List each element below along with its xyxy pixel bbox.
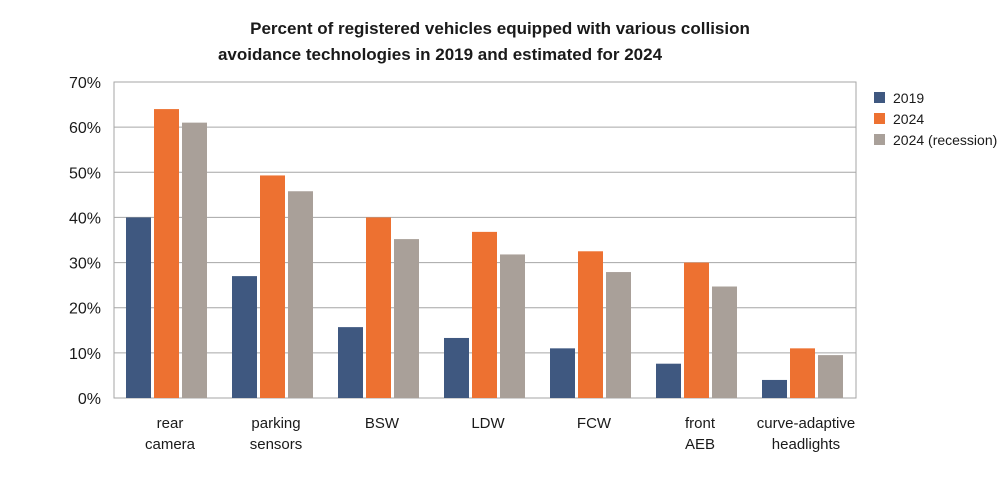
x-tick-label: headlights (772, 436, 840, 453)
legend-swatch (874, 134, 885, 145)
y-tick-label: 10% (69, 346, 101, 363)
bar (500, 254, 525, 398)
x-tick-label: curve-adaptive (757, 415, 855, 432)
y-tick-label: 20% (69, 301, 101, 318)
y-tick-label: 30% (69, 256, 101, 273)
x-tick-label: LDW (471, 415, 505, 432)
x-tick-label: rear (157, 415, 184, 432)
bar (366, 217, 391, 398)
bar (182, 122, 207, 398)
bar (154, 109, 179, 398)
bar (232, 276, 257, 398)
bar (550, 348, 575, 398)
y-axis-ticks: 0% 10% 20% 30% 40% 50% 60% 70% (69, 75, 101, 408)
legend-entry: 2024 (recession) (893, 132, 997, 148)
y-tick-label: 0% (78, 391, 101, 408)
legend-swatch (874, 92, 885, 103)
bar (606, 272, 631, 398)
bar (126, 217, 151, 398)
bar (684, 262, 709, 398)
legend-swatch (874, 113, 885, 124)
y-tick-label: 60% (69, 120, 101, 137)
bar (338, 327, 363, 398)
bar (444, 337, 469, 398)
chart-title-line-2: avoidance technologies in 2019 and estim… (217, 45, 663, 64)
legend-entry: 2024 (893, 111, 924, 127)
legend: 2019 2024 2024 (recession) (874, 90, 997, 148)
x-tick-label: AEB (685, 436, 715, 453)
chart-title-line-1: Percent of registered vehicles equipped … (250, 19, 750, 38)
bar (472, 231, 497, 398)
bar (818, 355, 843, 398)
bar (712, 286, 737, 398)
bar (260, 175, 285, 398)
x-tick-label: FCW (577, 415, 612, 432)
x-tick-label: camera (145, 436, 196, 453)
bar (656, 363, 681, 398)
y-tick-label: 70% (69, 75, 101, 92)
bar (578, 251, 603, 398)
bars (126, 109, 843, 398)
x-axis-labels: rear camera parking sensors BSW LDW FCW front AE… (145, 415, 855, 453)
bar (288, 191, 313, 398)
x-tick-label: BSW (365, 415, 400, 432)
x-tick-label: front (685, 415, 716, 432)
legend-entry: 2019 (893, 90, 924, 106)
y-tick-label: 40% (69, 210, 101, 227)
chart-title: Percent of registered vehicles equipped … (0, 16, 1000, 68)
bar (762, 379, 787, 398)
bar (790, 348, 815, 398)
x-tick-label: sensors (250, 436, 303, 453)
x-tick-label: parking (251, 415, 300, 432)
y-tick-label: 50% (69, 165, 101, 182)
bar (394, 239, 419, 398)
